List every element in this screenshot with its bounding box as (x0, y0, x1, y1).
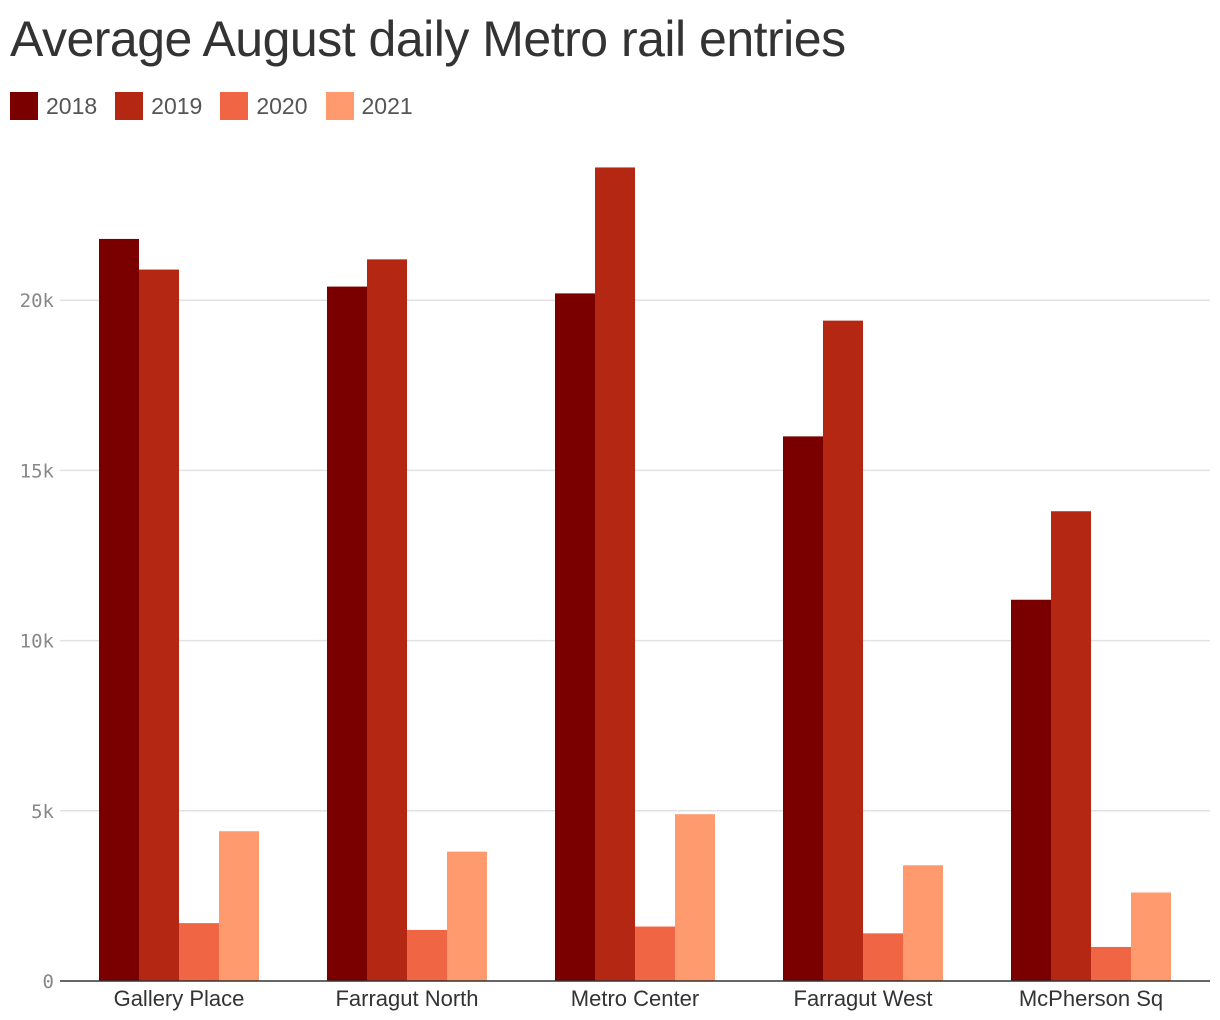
legend-swatch-2019 (115, 92, 144, 120)
legend-item-2021: 2021 (325, 92, 413, 120)
bar-2018 (99, 238, 139, 982)
bar-2020 (863, 933, 903, 981)
bar-2019 (367, 259, 407, 981)
bar-2019 (823, 320, 863, 981)
bar-2018 (1011, 599, 1051, 981)
bar-2020 (1091, 946, 1131, 981)
bar-2021 (675, 814, 715, 981)
bar-2018 (327, 286, 367, 982)
bar-2021 (219, 831, 259, 981)
bar-2020 (179, 923, 219, 981)
bar-2019 (139, 269, 179, 982)
chart-title: Average August daily Metro rail entries (10, 11, 846, 67)
y-tick-label: 20k (20, 290, 55, 312)
x-tick-label: McPherson Sq (1019, 986, 1163, 1011)
y-tick-label: 0 (43, 971, 54, 993)
bar-2018 (783, 436, 823, 981)
y-tick-label: 15k (20, 460, 55, 482)
legend-swatch-2021 (325, 92, 354, 120)
x-tick-label: Metro Center (571, 986, 699, 1011)
chart-legend: 2018 2019 2020 2021 (10, 92, 431, 120)
legend-label-2020: 2020 (256, 92, 308, 119)
legend-item-2020: 2020 (220, 92, 308, 120)
legend-item-2018: 2018 (10, 92, 97, 120)
bar-2021 (447, 851, 487, 981)
y-tick-label: 5k (31, 801, 54, 823)
bar-2018 (555, 293, 595, 982)
legend-label-2019: 2019 (151, 92, 203, 119)
bar-2021 (1131, 892, 1171, 981)
bar-2019 (595, 167, 635, 982)
bar-2020 (407, 929, 447, 981)
legend-label-2018: 2018 (46, 92, 98, 119)
bar-2020 (635, 926, 675, 981)
bar-2021 (903, 865, 943, 981)
legend-swatch-2018 (10, 92, 38, 120)
y-tick-label: 10k (20, 631, 55, 653)
legend-label-2021: 2021 (361, 92, 413, 119)
x-tick-label: Gallery Place (114, 986, 245, 1011)
legend-item-2019: 2019 (115, 92, 202, 120)
legend-swatch-2020 (220, 92, 249, 120)
x-tick-label: Farragut West (794, 986, 933, 1011)
bar-2019 (1051, 511, 1091, 981)
x-tick-label: Farragut North (335, 986, 478, 1011)
